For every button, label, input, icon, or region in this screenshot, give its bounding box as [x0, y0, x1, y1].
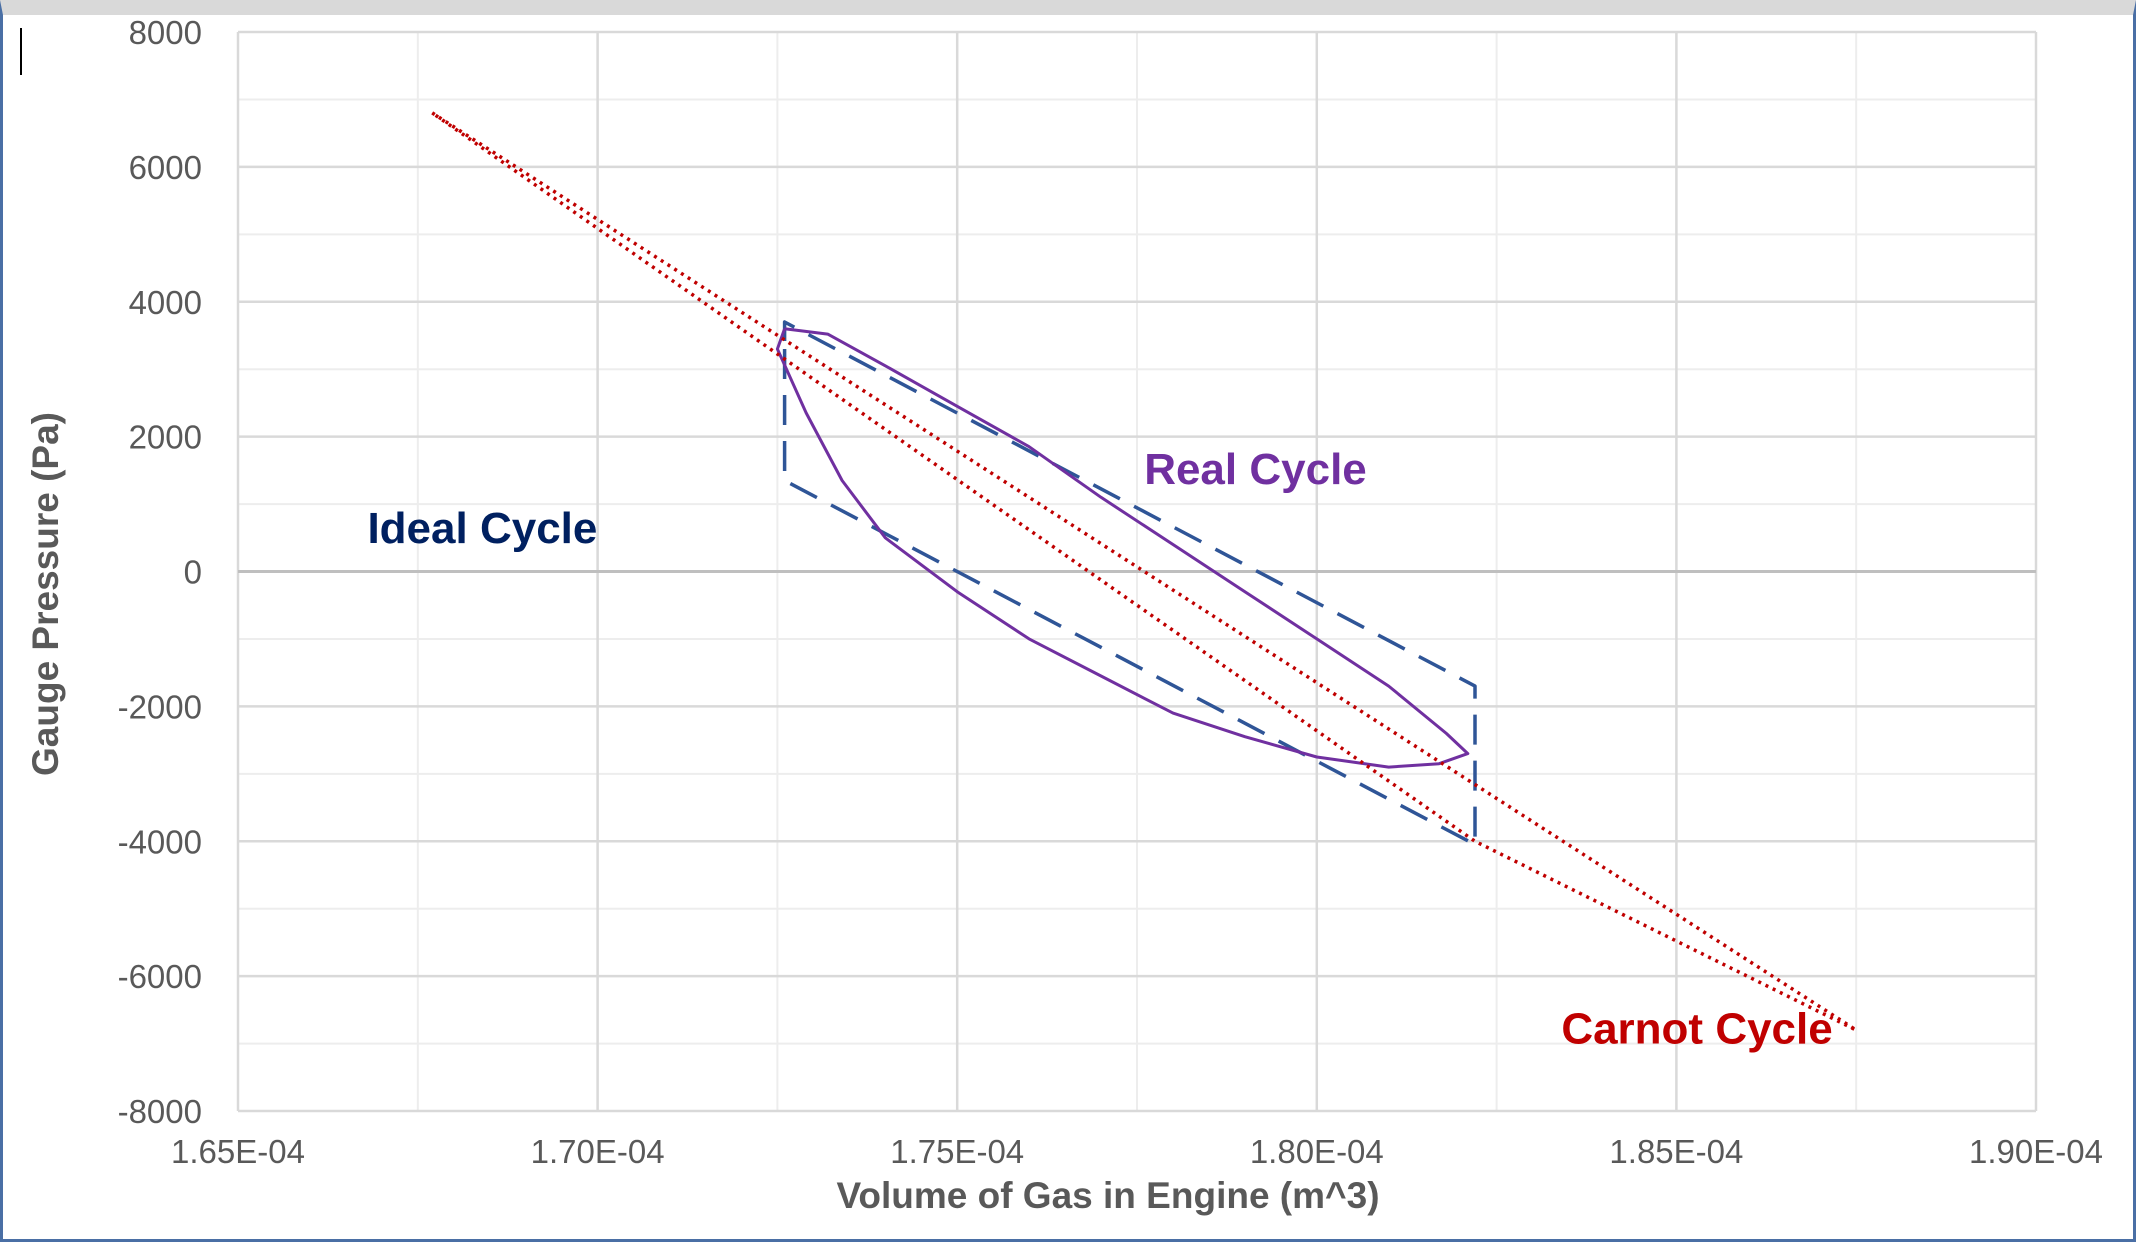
y-axis-title: Gauge Pressure (Pa) — [25, 412, 66, 776]
tick-layer: 1.65E-04 1.70E-04 1.75E-04 1.80E-04 1.85E-04… — [118, 14, 2103, 1170]
x-axis-title: Volume of Gas in Engine (m^3) — [836, 1175, 1379, 1216]
y-tick-label: 0 — [184, 554, 202, 591]
series-layer — [431, 111, 1858, 1032]
x-tick-label: 1.85E-04 — [1609, 1133, 1743, 1170]
annotation-layer: Ideal Cycle Real Cycle Carnot Cycle — [367, 445, 1832, 1054]
x-tick-label: 1.65E-04 — [171, 1133, 305, 1170]
x-tick-label: 1.75E-04 — [890, 1133, 1024, 1170]
ideal-cycle-series-line — [782, 320, 1477, 847]
grid-layer — [236, 30, 2038, 1113]
cursor-mark — [20, 28, 22, 75]
real-cycle-series-line — [775, 327, 1470, 769]
y-tick-label: -8000 — [118, 1093, 202, 1130]
y-tick-label: 4000 — [129, 284, 202, 321]
y-tick-label: -4000 — [118, 823, 202, 860]
y-tick-label: 2000 — [129, 419, 202, 456]
x-tick-label: 1.80E-04 — [1250, 1133, 1384, 1170]
y-tick-label: -6000 — [118, 958, 202, 995]
y-tick-label: 8000 — [129, 14, 202, 51]
carnot-cycle-series-line — [431, 111, 1858, 1032]
x-tick-label: 1.90E-04 — [1969, 1133, 2103, 1170]
x-tick-label: 1.70E-04 — [531, 1133, 665, 1170]
y-tick-label: 6000 — [129, 149, 202, 186]
y-tick-label: -2000 — [118, 688, 202, 725]
ideal-cycle-label: Ideal Cycle — [367, 504, 597, 553]
real-cycle-label: Real Cycle — [1144, 445, 1367, 494]
carnot-cycle-label: Carnot Cycle — [1561, 1005, 1832, 1054]
